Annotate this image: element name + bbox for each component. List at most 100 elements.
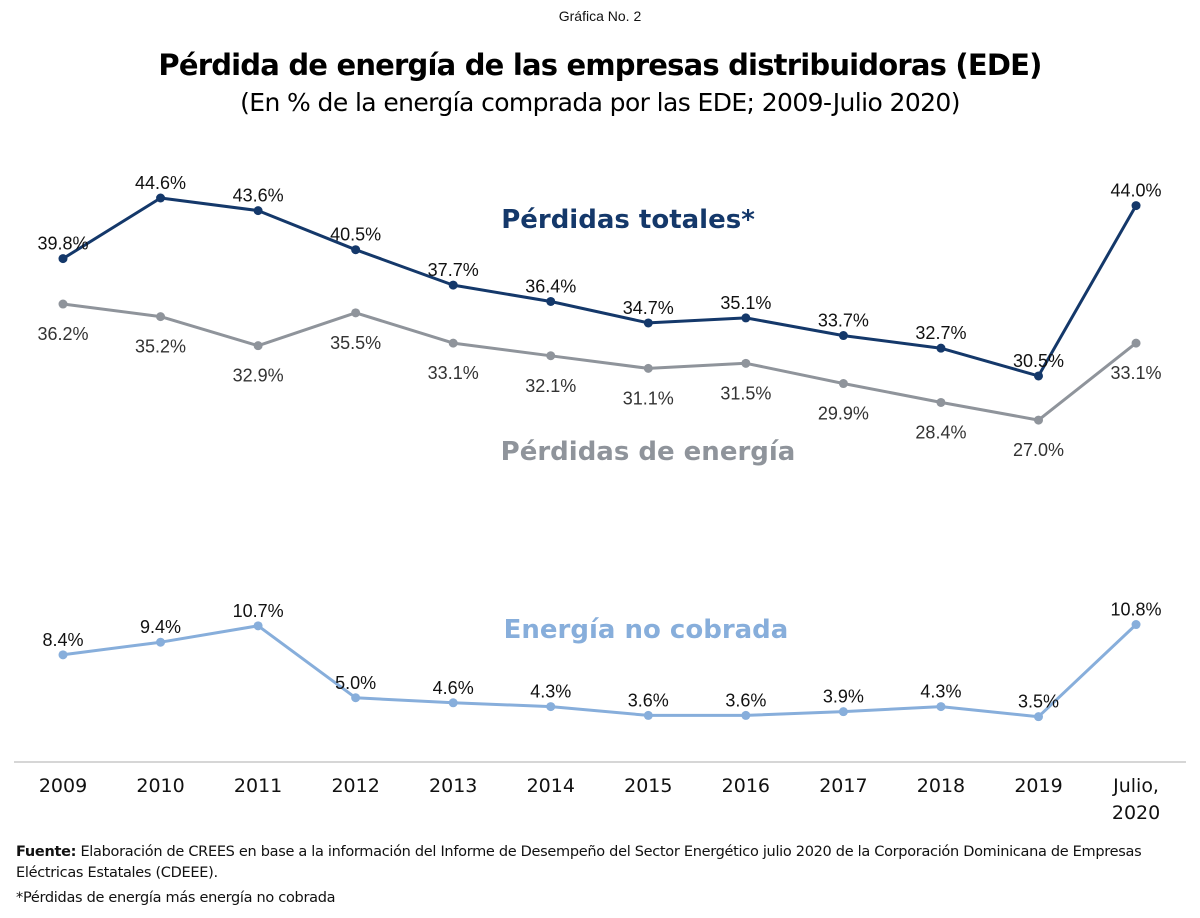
data-label: 32.7%: [915, 323, 966, 343]
data-label: 31.1%: [623, 388, 674, 408]
data-point: [351, 308, 361, 318]
series-label-energia-no-cobrada: Energía no cobrada: [504, 615, 789, 645]
data-label: 31.5%: [720, 383, 771, 403]
data-point: [1034, 712, 1043, 722]
data-point: [1034, 371, 1043, 381]
data-label: 32.1%: [525, 376, 576, 396]
data-label: 33.1%: [428, 363, 479, 383]
chart-title: Pérdida de energía de las empresas distr…: [158, 48, 1042, 82]
data-point: [936, 343, 946, 353]
series-energia-no-cobrada: 8.4% 9.4% 10.7% 5.0% 4.6% 4.3% 3.6% 3.6% 3.9% 4.3…: [42, 600, 1162, 722]
data-label: 3.6%: [628, 690, 669, 710]
data-label: 3.9%: [823, 687, 864, 707]
x-tick-label: 2010: [136, 775, 184, 797]
data-label: 5.0%: [335, 673, 376, 693]
chart-caption: Gráfica No. 2: [558, 8, 642, 24]
data-point: [1131, 338, 1141, 348]
x-tick-label: 2013: [429, 775, 477, 797]
x-tick-label: 2016: [722, 775, 770, 797]
data-point: [546, 702, 556, 712]
data-label: 39.8%: [37, 234, 88, 254]
data-label: 36.4%: [525, 276, 576, 296]
data-point: [156, 193, 166, 203]
series-line: [62, 196, 1138, 378]
data-point: [253, 341, 263, 351]
data-point: [741, 313, 751, 323]
series-perdidas-de-energia: 36.2% 35.2% 32.9% 35.5% 33.1% 32.1% 31.1% 31.5%…: [37, 299, 1162, 460]
data-point: [448, 338, 458, 348]
source-note: Fuente: Elaboración de CREES en base a l…: [16, 842, 1186, 884]
data-label: 34.7%: [623, 298, 674, 318]
data-point: [1034, 415, 1043, 425]
data-point: [936, 397, 946, 407]
series-label-perdidas-energia: Pérdidas de energía: [501, 437, 796, 467]
data-point: [546, 351, 556, 361]
data-point: [546, 296, 556, 306]
data-point: [838, 331, 848, 341]
data-point: [253, 206, 263, 216]
x-tick-label: 2018: [917, 775, 965, 797]
data-point: [58, 650, 68, 660]
x-tick-label: 2019: [1014, 775, 1062, 797]
data-label: 30.5%: [1013, 351, 1064, 371]
x-tick-label: 2011: [234, 775, 282, 797]
data-label: 33.7%: [818, 311, 869, 331]
series-perdidas-totales: 39.8% 44.6% 43.6% 40.5% 37.7% 36.4% 34.7% 35.1%…: [37, 173, 1162, 381]
series-label-perdidas-totales: Pérdidas totales*: [501, 205, 755, 235]
data-point: [58, 254, 68, 264]
data-point: [253, 621, 263, 631]
data-point: [448, 280, 458, 290]
data-label: 44.6%: [135, 173, 186, 193]
data-point: [351, 693, 361, 703]
x-tick-label: 2017: [819, 775, 867, 797]
data-label: 35.1%: [720, 293, 771, 313]
data-label: 10.8%: [1111, 600, 1162, 620]
data-point: [156, 312, 166, 322]
data-label: 32.9%: [233, 366, 284, 386]
data-point: [156, 637, 166, 647]
data-point: [643, 710, 653, 720]
data-point: [1131, 620, 1141, 630]
data-point: [936, 702, 946, 712]
data-label: 27.0%: [1013, 440, 1064, 460]
x-tick-label: Julio, 2020: [1112, 775, 1160, 824]
x-tick-label: 2009: [39, 775, 87, 797]
data-label: 4.3%: [920, 682, 961, 702]
data-label: 33.1%: [1111, 363, 1162, 383]
data-point: [643, 363, 653, 373]
x-tick-label: 2015: [624, 775, 672, 797]
data-label: 3.6%: [725, 690, 766, 710]
x-tick-label: 2014: [527, 775, 575, 797]
series-line: [62, 623, 1138, 719]
data-label: 43.6%: [233, 186, 284, 206]
data-label: 35.5%: [330, 333, 381, 353]
source-text: Elaboración de CREES en base a la inform…: [16, 844, 1142, 881]
data-point: [741, 358, 751, 368]
data-point: [838, 707, 848, 717]
data-point: [351, 245, 361, 255]
data-label: 29.9%: [818, 404, 869, 424]
data-point: [643, 318, 653, 328]
data-label: 4.3%: [530, 682, 571, 702]
data-label: 37.7%: [428, 260, 479, 280]
data-label: 35.2%: [135, 337, 186, 357]
footnote: *Pérdidas de energía más energía no cobr…: [16, 890, 336, 906]
source-label: Fuente:: [16, 844, 77, 860]
data-label: 9.4%: [140, 617, 181, 637]
series-layer: 39.8% 44.6% 43.6% 40.5% 37.7% 36.4% 34.7% 35.1%…: [37, 173, 1162, 722]
chart-subtitle: (En % de la energía comprada por las EDE…: [240, 88, 960, 117]
data-point: [448, 698, 458, 708]
data-label: 36.2%: [37, 324, 88, 344]
data-label: 10.7%: [233, 601, 284, 621]
data-point: [741, 710, 751, 720]
data-label: 8.4%: [42, 630, 83, 650]
data-label: 44.0%: [1111, 181, 1162, 201]
data-label: 40.5%: [330, 225, 381, 245]
data-label: 3.5%: [1018, 692, 1059, 712]
data-label: 28.4%: [915, 422, 966, 442]
data-point: [1131, 201, 1141, 211]
series-line: [62, 302, 1137, 422]
data-point: [838, 379, 848, 389]
data-label: 4.6%: [433, 678, 474, 698]
